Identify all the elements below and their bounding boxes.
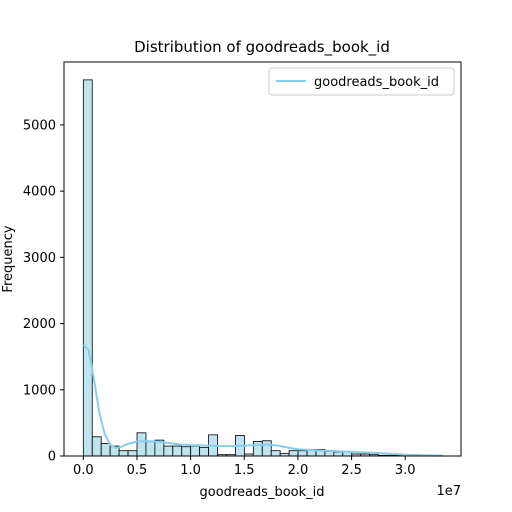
legend-label: goodreads_book_id [314,75,439,90]
histogram-bar [333,451,344,457]
legend-box [268,67,455,96]
y-axis-ticks: 0 1000 2000 3000 4000 5000 [23,118,64,465]
chart-title: Distribution of goodreads_book_id [134,38,390,57]
x-scale-label: 1e7 [436,484,461,499]
histogram-bar [100,443,111,457]
histogram-bar [288,450,299,457]
histogram-bar [270,450,281,457]
x-tick-label: 0.5 [127,463,148,478]
x-tick-label: 0.0 [73,463,94,478]
histogram-bar [199,446,209,457]
histogram-bar [163,445,174,457]
y-tick-label: 4000 [23,185,56,200]
y-tick-label: 1000 [23,383,56,398]
y-tick-label: 5000 [23,118,56,133]
x-axis-ticks: 0.0 0.5 1.0 1.5 2.0 2.5 3.0 [73,456,416,478]
histogram-bar [324,450,335,457]
x-tick-label: 2.0 [288,463,309,478]
bars-group [82,79,442,457]
y-tick-label: 2000 [23,317,56,332]
histogram-bar [136,432,147,457]
plot-frame [63,61,462,457]
histogram-bar [82,79,93,457]
histogram-bar [181,446,192,457]
histogram-bar [261,440,272,457]
x-axis-label: goodreads_book_id [199,485,324,500]
histogram-bar [118,450,129,457]
y-tick-label: 3000 [23,251,56,266]
histogram-bar [190,445,201,457]
histogram-bar [145,441,156,457]
y-tick-label: 0 [48,450,56,465]
x-tick-label: 1.0 [180,463,201,478]
x-tick-label: 3.0 [395,463,416,478]
x-tick-label: 1.5 [234,463,255,478]
legend: goodreads_book_id [268,67,455,96]
histogram-bar [252,441,263,457]
x-tick-label: 2.5 [341,463,362,478]
y-axis-label: Frequency [1,225,16,292]
kde-curve [82,344,443,457]
histogram-bar [127,450,138,457]
histogram-bar [297,450,308,457]
histogram-bar [91,436,102,457]
histogram-bar [172,445,183,457]
